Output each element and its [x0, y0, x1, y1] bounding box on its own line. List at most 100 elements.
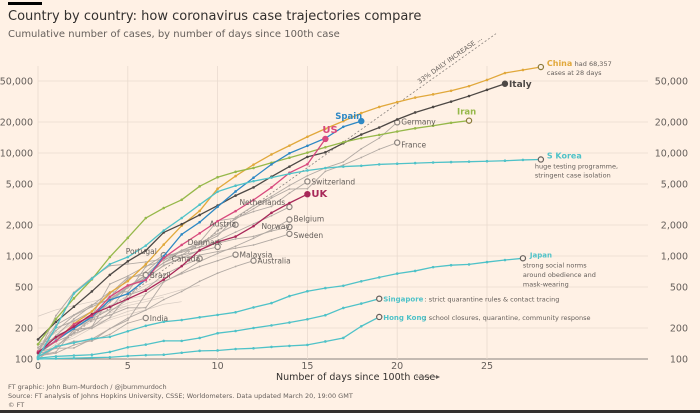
data-point-spain: [198, 220, 201, 224]
data-point-uk: [144, 289, 148, 293]
data-point-iran: [449, 121, 453, 125]
x-axis: 0 5 10 15 20 25: [35, 361, 493, 372]
data-point-japan: [485, 260, 489, 264]
series-label-uk: UK: [311, 189, 328, 200]
data-point-italy: [180, 222, 183, 226]
y-tick-label-right: 1,000: [661, 252, 688, 263]
data-point-sweden: [234, 247, 237, 250]
data-point-s-korea: [252, 179, 255, 183]
data-point-france: [378, 148, 381, 151]
data-point-iran: [54, 317, 58, 321]
data-point-iran: [288, 156, 291, 160]
data-point-norway: [234, 238, 237, 240]
data-point-portugal: [73, 318, 75, 320]
data-point-singapore: [359, 302, 363, 305]
data-point-japan: [431, 265, 435, 269]
data-point-china: [431, 93, 435, 96]
data-point-japan: [288, 294, 291, 298]
data-point-germany: [306, 174, 309, 177]
x-tick-label: 15: [301, 361, 313, 372]
footer-source: Source: FT analysis of Johns Hopkins Uni…: [8, 392, 353, 400]
data-point-australia: [180, 290, 183, 293]
data-point-italy: [431, 105, 435, 109]
series-label-hong-kong: Hong Kong: [383, 314, 426, 322]
data-point-canada: [144, 288, 147, 290]
reference-line-label: 33% DAILY INCREASE ...: [416, 34, 484, 85]
data-point-uk: [108, 305, 112, 309]
y-tick-label-right: 100: [670, 355, 688, 366]
data-point-s-korea: [467, 160, 471, 163]
data-point-singapore: [162, 339, 166, 343]
data-point-australia: [234, 265, 237, 268]
data-point-denmark: [144, 261, 147, 263]
data-point-iran: [36, 342, 40, 346]
end-marker-italy: [501, 80, 509, 87]
data-point-germany: [126, 275, 129, 277]
data-point-uk: [252, 224, 255, 228]
data-point-portugal: [90, 304, 93, 307]
data-point-italy: [252, 186, 255, 189]
data-point-austria: [108, 308, 111, 311]
data-point-us: [270, 186, 273, 189]
data-point-china: [359, 111, 363, 115]
data-point-austria: [73, 331, 75, 334]
data-point-s-korea: [90, 277, 94, 281]
series-label-iran: Iran: [457, 108, 476, 118]
series-label-portugal: Portugal: [126, 247, 157, 256]
data-point-italy: [126, 260, 130, 263]
data-point-japan: [198, 316, 201, 319]
series-label-sweden: Sweden: [293, 231, 323, 240]
data-point-s-korea: [359, 164, 363, 168]
data-point-singapore: [54, 355, 58, 358]
end-marker-norway: [286, 223, 293, 231]
data-point-s-korea: [503, 159, 507, 163]
series-label-austria: Austria: [210, 220, 237, 229]
data-point-netherlands: [252, 222, 255, 225]
data-point-japan: [108, 335, 112, 339]
data-point-hong-kong: [90, 356, 94, 359]
data-point-india: [90, 339, 93, 342]
series-line-uk: [37, 193, 308, 354]
data-point-india: [126, 322, 129, 325]
data-point-france: [360, 156, 363, 159]
series-label-denmark: Denmark: [188, 238, 223, 247]
data-point-australia: [198, 280, 201, 283]
data-point-australia: [55, 347, 57, 350]
series-label-norway: Norway: [261, 222, 290, 231]
data-point-spain: [270, 163, 273, 166]
data-point-iran: [359, 136, 363, 140]
data-point-malaysia: [162, 280, 165, 283]
data-point-italy: [449, 100, 453, 103]
x-tick-label: 0: [35, 361, 41, 372]
data-point-hong-kong: [126, 354, 130, 358]
data-point-sweden: [108, 301, 111, 304]
data-point-italy: [54, 320, 58, 324]
data-point-china: [288, 144, 291, 147]
data-point-japan: [144, 324, 148, 328]
data-point-sweden: [252, 244, 255, 246]
end-marker-us: [322, 135, 329, 143]
data-point-singapore: [306, 317, 309, 321]
data-point-netherlands: [90, 305, 93, 308]
data-point-malaysia: [180, 272, 183, 275]
series-note-s-korea: stringent case isolation: [535, 171, 611, 179]
x-axis-arrow-icon: [416, 375, 440, 379]
data-point-italy: [198, 213, 201, 217]
data-point-india: [108, 333, 111, 336]
data-point-japan: [324, 286, 327, 290]
data-point-uk: [90, 312, 94, 316]
series-note-japan: strong social norms: [523, 261, 587, 269]
y-tick-label-left: 5,000: [6, 180, 33, 191]
data-point-belgium: [108, 314, 111, 316]
data-point-spain: [252, 176, 255, 180]
data-point-belgium: [90, 319, 93, 321]
end-marker-uk: [304, 190, 311, 198]
data-point-s-korea: [108, 262, 112, 266]
data-point-s-korea: [162, 229, 166, 232]
data-point-hong-kong: [180, 351, 183, 355]
end-marker-iran: [465, 117, 473, 124]
data-point-uk: [126, 297, 130, 301]
data-point-hong-kong: [342, 336, 345, 340]
series-note-s-korea: huge testing programme,: [535, 162, 618, 170]
